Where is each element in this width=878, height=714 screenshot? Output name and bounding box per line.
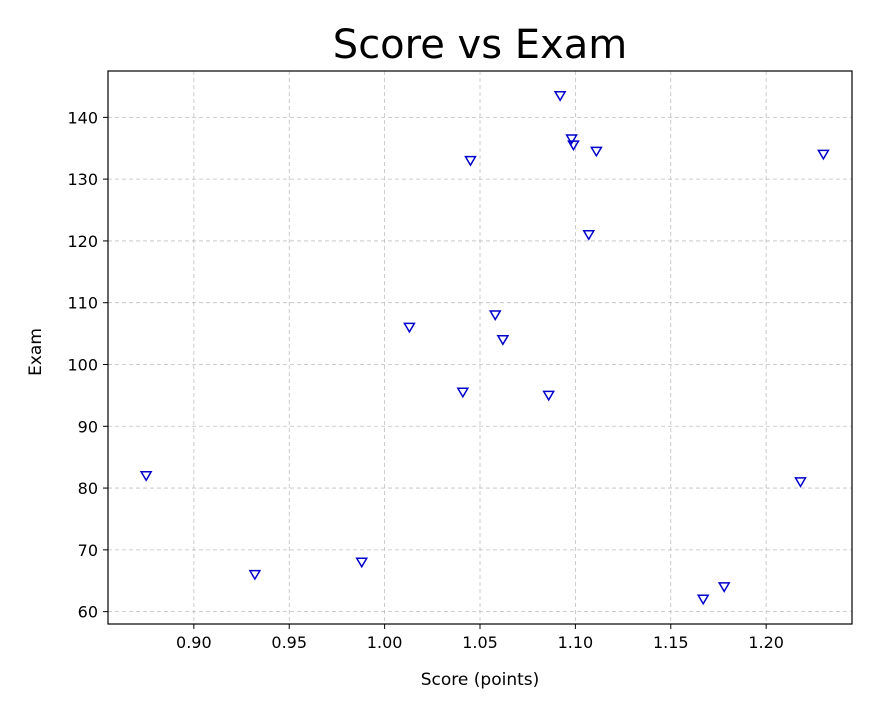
y-axis-label: Exam: [26, 328, 46, 376]
data-point: [794, 477, 807, 488]
plot-frame: [107, 70, 853, 625]
data-point: [355, 557, 369, 569]
y-tick-label: 90: [78, 417, 98, 436]
y-tick-label: 130: [67, 170, 98, 189]
y-tick-label: 60: [78, 603, 98, 622]
y-tick-label: 70: [78, 541, 98, 560]
data-point: [456, 387, 470, 399]
data-point: [567, 140, 580, 152]
x-axis-ticks: 0.90 0.95 1.00 1.05 1.10 1.15 1.20: [176, 624, 784, 652]
x-tick-label: 0.95: [271, 633, 307, 652]
data-point: [817, 149, 830, 161]
data-point: [553, 90, 567, 102]
grid: [108, 71, 852, 624]
y-tick-label: 80: [78, 479, 98, 498]
data-point: [464, 155, 477, 167]
data-point: [403, 322, 416, 334]
x-tick-label: 1.10: [558, 633, 594, 652]
x-tick-label: 1.05: [462, 633, 498, 652]
data-point: [696, 594, 710, 606]
data-point: [565, 134, 578, 145]
data-point: [590, 146, 603, 158]
data-point: [496, 335, 510, 346]
data-point: [248, 569, 262, 581]
y-tick-label: 120: [67, 232, 98, 251]
y-tick-label: 140: [67, 108, 98, 127]
data-point: [139, 470, 153, 482]
data-point: [488, 310, 502, 322]
x-tick-label: 1.00: [367, 633, 403, 652]
x-tick-label: 0.90: [176, 633, 212, 652]
data-points: [139, 90, 830, 606]
x-axis-label: Score (points): [421, 670, 540, 690]
chart-title: Score vs Exam: [333, 22, 627, 68]
data-point: [717, 582, 731, 593]
x-tick-label: 1.15: [653, 633, 689, 652]
y-tick-label: 110: [67, 294, 98, 313]
data-point: [582, 229, 596, 241]
data-point: [542, 390, 555, 402]
y-axis-ticks: 60 70 80 90 100 110 120 130 140: [67, 108, 108, 622]
y-tick-label: 100: [67, 355, 98, 374]
x-tick-label: 1.20: [748, 633, 784, 652]
